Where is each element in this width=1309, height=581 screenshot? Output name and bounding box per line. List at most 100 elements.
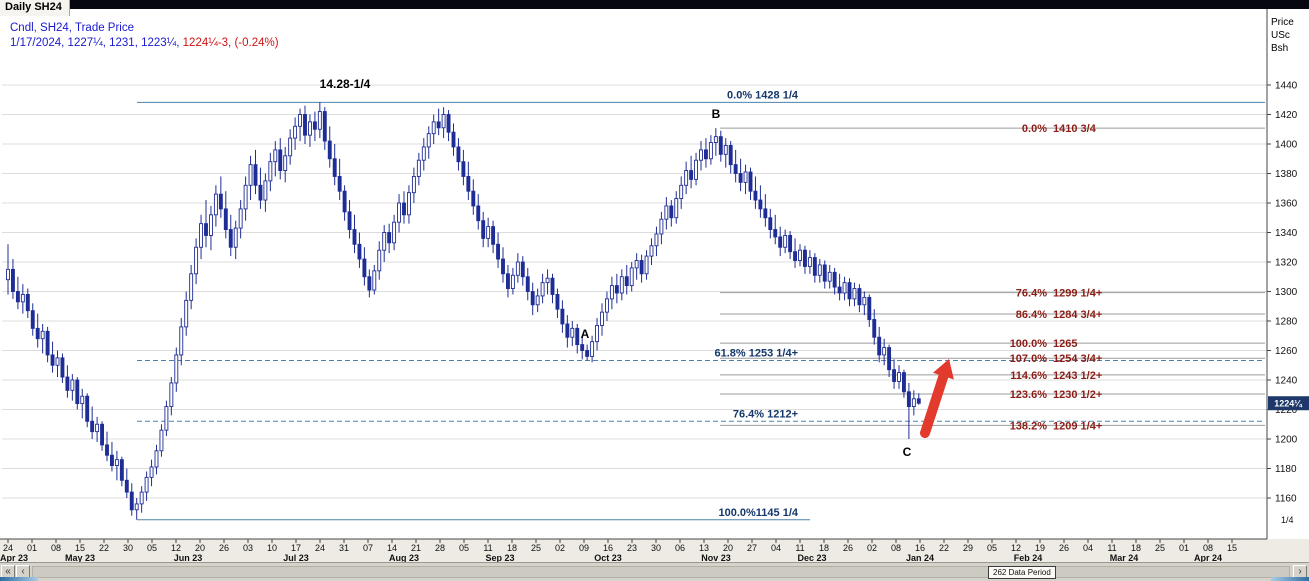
change-values: 1224¼-3, (-0.24%) xyxy=(182,37,279,49)
scrollbar-range-cap-right-icon xyxy=(1271,577,1309,581)
chart-legend: Cndl, SH24, Trade Price 1/17/2024, 1227¼… xyxy=(10,21,279,51)
svg-text:18: 18 xyxy=(507,543,517,553)
svg-text:Oct 23: Oct 23 xyxy=(594,553,622,563)
svg-text:29: 29 xyxy=(963,543,973,553)
svg-text:02: 02 xyxy=(555,543,565,553)
svg-text:1230 1/2+: 1230 1/2+ xyxy=(1053,389,1102,401)
svg-text:Jul 23: Jul 23 xyxy=(283,553,309,563)
svg-text:07: 07 xyxy=(363,543,373,553)
svg-text:Aug 23: Aug 23 xyxy=(389,553,419,563)
svg-text:05: 05 xyxy=(147,543,157,553)
svg-text:86.4%: 86.4% xyxy=(1016,309,1047,321)
svg-text:C: C xyxy=(903,445,912,459)
svg-text:61.8% 1253 1/4+: 61.8% 1253 1/4+ xyxy=(715,347,799,359)
fib-extension-labels: 0.0% 1410 3/4 76.4% 1299 1/4+ 86.4% 1284 3/4+… xyxy=(1010,123,1103,432)
svg-text:0.0%: 0.0% xyxy=(1022,123,1047,135)
svg-text:A: A xyxy=(581,327,590,341)
last-price-badge: 1224¼ xyxy=(1268,396,1309,411)
chart-title-tab[interactable]: Daily SH24 xyxy=(0,0,70,16)
scrollbar-range-cap-left-icon xyxy=(0,577,38,581)
svg-text:18: 18 xyxy=(1131,543,1141,553)
svg-text:Nov 23: Nov 23 xyxy=(701,553,731,563)
svg-text:1240: 1240 xyxy=(1275,376,1298,387)
unit-bsh: Bsh xyxy=(1271,43,1289,54)
svg-text:26: 26 xyxy=(1059,543,1069,553)
svg-text:24: 24 xyxy=(3,543,13,553)
svg-text:30: 30 xyxy=(651,543,661,553)
svg-text:1320: 1320 xyxy=(1275,258,1298,269)
svg-text:25: 25 xyxy=(1155,543,1165,553)
fib-extension-lines xyxy=(720,127,1265,426)
svg-text:Apr 23: Apr 23 xyxy=(0,553,28,563)
svg-text:1410 3/4: 1410 3/4 xyxy=(1053,123,1097,135)
svg-text:02: 02 xyxy=(867,543,877,553)
svg-text:Mar 24: Mar 24 xyxy=(1110,553,1139,563)
svg-text:1224¼: 1224¼ xyxy=(1274,399,1303,409)
svg-text:12: 12 xyxy=(1011,543,1021,553)
svg-text:B: B xyxy=(712,107,721,121)
svg-text:Sep 23: Sep 23 xyxy=(485,553,514,563)
scrollbar-track[interactable] xyxy=(32,566,1290,578)
svg-text:123.6%: 123.6% xyxy=(1010,389,1048,401)
svg-text:May 23: May 23 xyxy=(65,553,95,563)
svg-text:Jun 23: Jun 23 xyxy=(174,553,203,563)
x-axis: 24 01 08 15 22 30 05 12 20 26 03 10 17 24 31 07 14 21 28 05… xyxy=(0,538,1267,563)
svg-text:05: 05 xyxy=(459,543,469,553)
unit-usc: USc xyxy=(1271,30,1290,41)
ohlc-values: 1/17/2024, 1227¼, 1231, 1223¼, xyxy=(10,37,183,49)
svg-text:Apr 24: Apr 24 xyxy=(1194,553,1222,563)
svg-text:20: 20 xyxy=(723,543,733,553)
svg-text:21: 21 xyxy=(411,543,421,553)
svg-text:04: 04 xyxy=(1083,543,1093,553)
svg-text:16: 16 xyxy=(915,543,925,553)
svg-text:15: 15 xyxy=(75,543,85,553)
chart-title: Daily SH24 xyxy=(5,1,62,13)
svg-text:08: 08 xyxy=(891,543,901,553)
trend-arrow xyxy=(920,359,954,438)
svg-text:1265: 1265 xyxy=(1053,338,1077,350)
ohlc-readout: 1/17/2024, 1227¼, 1231, 1223¼, 1224¼-3, … xyxy=(10,36,279,51)
svg-text:14: 14 xyxy=(387,543,397,553)
svg-text:27: 27 xyxy=(747,543,757,553)
svg-text:22: 22 xyxy=(939,543,949,553)
svg-text:01: 01 xyxy=(27,543,37,553)
svg-text:12: 12 xyxy=(171,543,181,553)
svg-text:76.4% 1212+: 76.4% 1212+ xyxy=(733,408,798,420)
svg-text:1420: 1420 xyxy=(1275,110,1298,121)
svg-text:08: 08 xyxy=(1203,543,1213,553)
svg-text:11: 11 xyxy=(795,543,804,553)
svg-text:18: 18 xyxy=(819,543,829,553)
fib-retracement-lines xyxy=(137,101,1265,521)
svg-text:1360: 1360 xyxy=(1275,199,1298,210)
svg-text:1284 3/4+: 1284 3/4+ xyxy=(1053,309,1102,321)
svg-text:26: 26 xyxy=(843,543,853,553)
data-period-indicator: 262 Data Period xyxy=(988,566,1056,579)
unit-price: Price xyxy=(1271,17,1294,28)
svg-text:76.4%: 76.4% xyxy=(1016,288,1047,300)
svg-text:14.28-1/4: 14.28-1/4 xyxy=(320,77,371,91)
series-descriptor: Cndl, SH24, Trade Price xyxy=(10,22,135,34)
svg-text:Feb 24: Feb 24 xyxy=(1014,553,1043,563)
svg-text:1400: 1400 xyxy=(1275,140,1298,151)
svg-text:1200: 1200 xyxy=(1275,435,1298,446)
svg-text:16: 16 xyxy=(603,543,613,553)
svg-text:13: 13 xyxy=(699,543,709,553)
svg-text:1280: 1280 xyxy=(1275,317,1298,328)
svg-text:1254 3/4+: 1254 3/4+ xyxy=(1053,353,1102,365)
chart-background xyxy=(0,9,1309,581)
svg-text:06: 06 xyxy=(675,543,685,553)
svg-text:100.0%: 100.0% xyxy=(1010,338,1048,350)
svg-text:1160: 1160 xyxy=(1275,494,1297,505)
fib-retracement-labels: 0.0% 1428 1/4 61.8% 1253 1/4+ 76.4% 1212+ 1… xyxy=(715,89,799,518)
svg-text:0.0% 1428 1/4: 0.0% 1428 1/4 xyxy=(727,89,799,101)
svg-text:03: 03 xyxy=(243,543,253,553)
svg-text:25: 25 xyxy=(531,543,541,553)
svg-text:Dec 23: Dec 23 xyxy=(797,553,826,563)
svg-text:22: 22 xyxy=(99,543,109,553)
svg-text:11: 11 xyxy=(1107,543,1116,553)
scroll-left-button[interactable]: ‹ xyxy=(16,565,30,579)
svg-text:138.2%: 138.2% xyxy=(1010,420,1048,432)
svg-text:09: 09 xyxy=(579,543,589,553)
